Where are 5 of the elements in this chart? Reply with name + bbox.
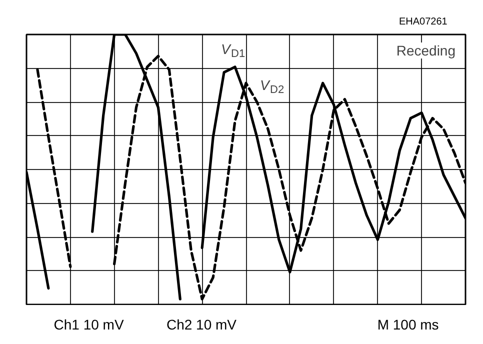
text: Receding	[396, 42, 456, 58]
text: Ch1 10 mV	[54, 316, 124, 332]
text: M 100 ms	[377, 316, 439, 332]
text: EHA07261	[398, 16, 448, 28]
text: Ch2 10 mV	[166, 316, 238, 332]
